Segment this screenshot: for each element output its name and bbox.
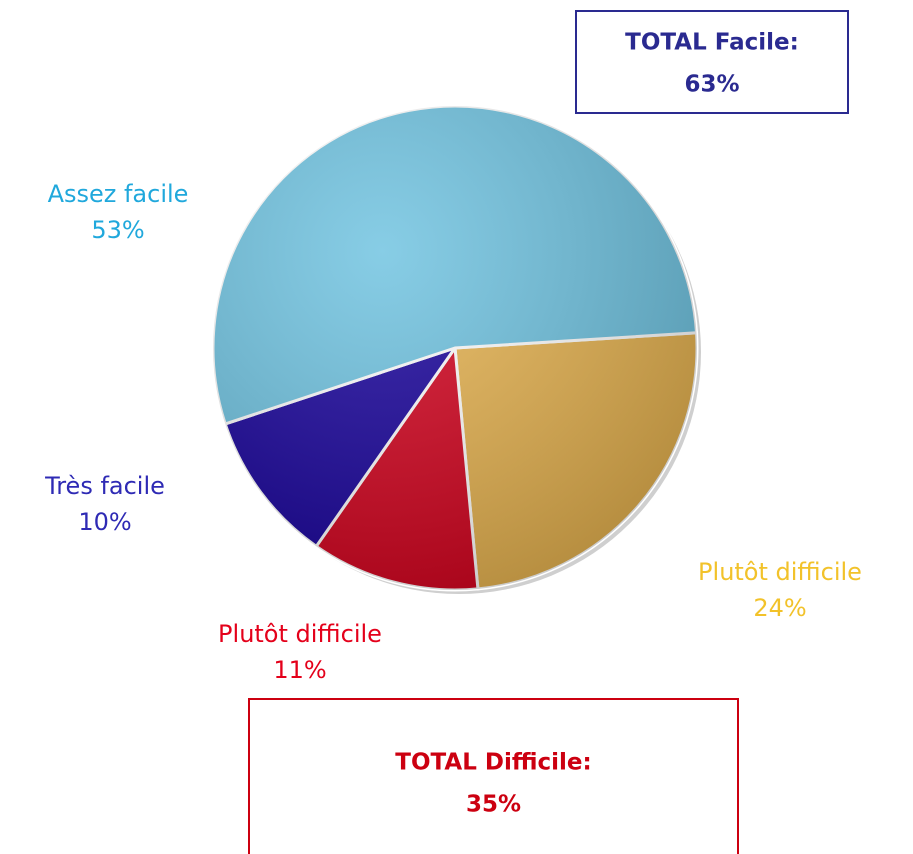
annotations: TOTAL Facile: 63% TOTAL Difficile: 35%	[248, 10, 849, 854]
slice-label: Plutôt difficile	[218, 620, 382, 648]
slice-value-label: 53%	[91, 216, 144, 244]
total-label: TOTAL Difficile:	[395, 750, 591, 776]
pie-slice	[453, 331, 699, 591]
slice-value-label: 24%	[753, 594, 806, 622]
total-box	[248, 698, 739, 854]
total-box	[575, 10, 849, 114]
labels: Plutôt difficile 24% Plutôt difficile 11% Tr…	[44, 180, 862, 684]
slice-value-label: 10%	[78, 508, 131, 536]
total-label: TOTAL Facile:	[625, 30, 799, 56]
slice-label: Très facile	[44, 472, 165, 500]
total-value: 63%	[684, 72, 739, 98]
total-value: 35%	[466, 792, 521, 818]
slice-label: Assez facile	[48, 180, 189, 208]
pie	[211, 104, 699, 592]
slice-value-label: 11%	[273, 656, 326, 684]
slice-label: Plutôt difficile	[698, 558, 862, 586]
